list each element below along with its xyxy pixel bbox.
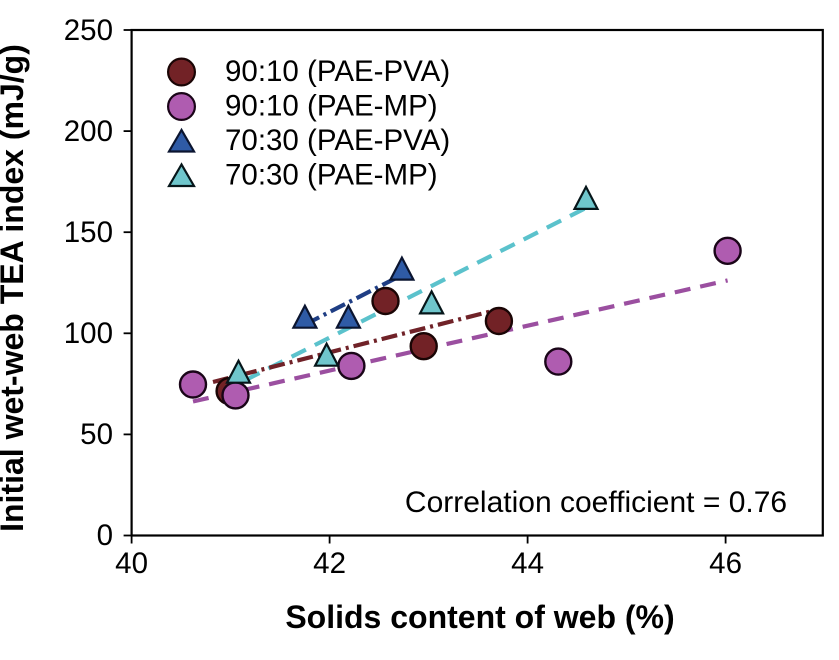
svg-text:Initial wet-web TEA index (mJ/: Initial wet-web TEA index (mJ/g) — [0, 44, 30, 532]
svg-text:Solids content of web (%): Solids content of web (%) — [285, 599, 674, 635]
svg-text:Correlation coefficient = 0.76: Correlation coefficient = 0.76 — [405, 486, 787, 519]
svg-text:40: 40 — [115, 547, 148, 580]
svg-text:0: 0 — [97, 519, 113, 552]
svg-text:50: 50 — [80, 418, 113, 451]
svg-text:250: 250 — [64, 14, 113, 47]
svg-text:70:30 (PAE-PVA): 70:30 (PAE-PVA) — [225, 124, 450, 157]
svg-text:46: 46 — [709, 547, 742, 580]
svg-text:70:30 (PAE-MP): 70:30 (PAE-MP) — [225, 159, 438, 192]
svg-text:100: 100 — [64, 317, 113, 350]
svg-text:42: 42 — [313, 547, 346, 580]
svg-text:90:10 (PAE-PVA): 90:10 (PAE-PVA) — [225, 55, 450, 88]
svg-text:44: 44 — [511, 547, 544, 580]
svg-text:150: 150 — [64, 216, 113, 249]
svg-text:200: 200 — [64, 115, 113, 148]
svg-text:90:10 (PAE-MP): 90:10 (PAE-MP) — [225, 90, 438, 123]
